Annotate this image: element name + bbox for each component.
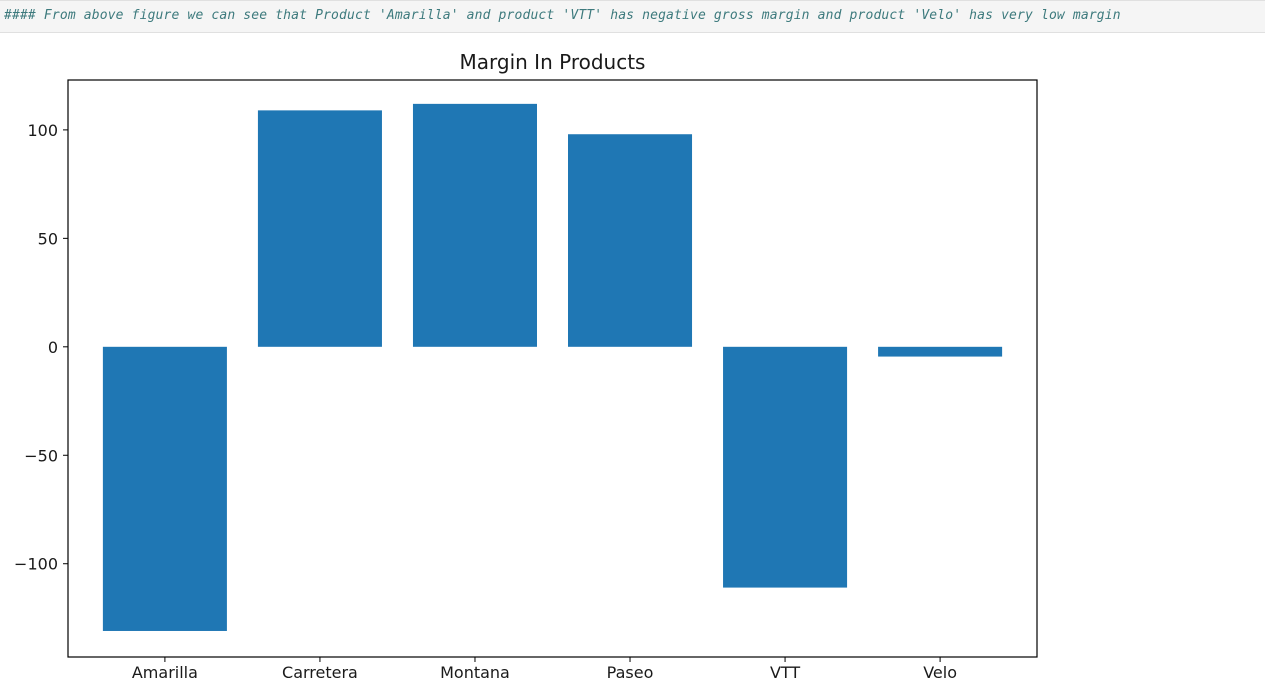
bar-vtt xyxy=(723,346,848,588)
bar-chart: Margin In Products −100 −50 0 50 100 Amarill… xyxy=(14,50,1038,682)
markdown-text: #### From above figure we can see that P… xyxy=(4,8,1121,23)
y-tick-label: 100 xyxy=(27,121,58,140)
y-tick-label: −100 xyxy=(14,555,58,574)
bar-paseo xyxy=(568,134,693,347)
x-axis: Amarilla Carretera Montana Paseo VTT Velo xyxy=(132,657,957,682)
y-tick-label: −50 xyxy=(24,446,58,465)
x-tick-label: Paseo xyxy=(607,663,654,682)
x-tick-label: Montana xyxy=(440,663,510,682)
bar-carretera xyxy=(257,110,382,347)
markdown-cell[interactable]: #### From above figure we can see that P… xyxy=(0,0,1265,33)
y-tick-label: 50 xyxy=(38,229,58,248)
x-tick-label: Velo xyxy=(923,663,957,682)
bars-group xyxy=(102,103,1003,631)
x-tick-label: Carretera xyxy=(282,663,358,682)
y-tick-label: 0 xyxy=(48,338,58,357)
bar-amarilla xyxy=(102,346,227,631)
x-tick-label: VTT xyxy=(770,663,800,682)
bar-montana xyxy=(412,103,537,347)
x-tick-label: Amarilla xyxy=(132,663,198,682)
bar-velo xyxy=(878,346,1003,357)
y-axis: −100 −50 0 50 100 xyxy=(14,121,68,574)
chart-title: Margin In Products xyxy=(460,50,646,74)
plot-frame xyxy=(67,79,1038,658)
